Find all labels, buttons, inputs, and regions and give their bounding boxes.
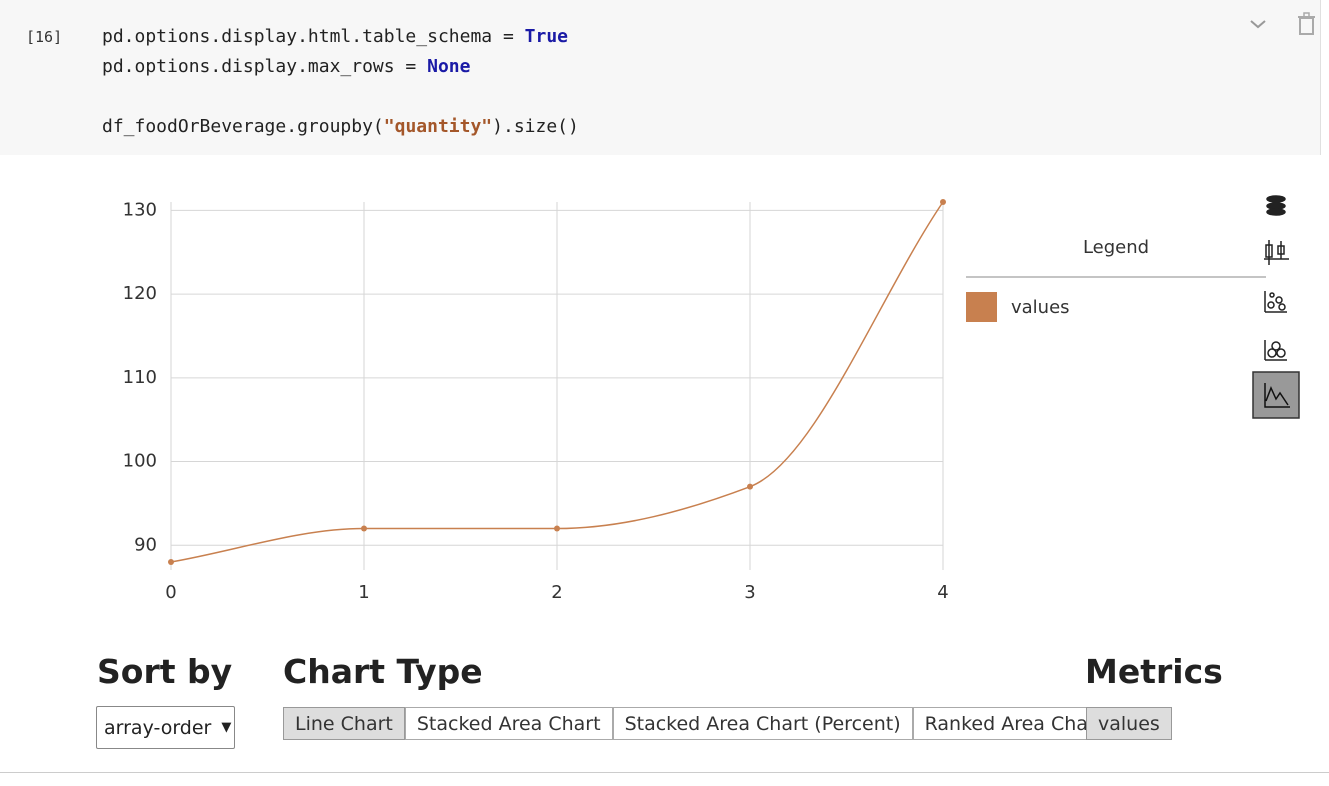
collapse-icon[interactable] <box>1248 14 1268 34</box>
x-tick-label: 4 <box>937 582 948 603</box>
sort-select[interactable]: array-order ▼ <box>96 706 235 749</box>
chart-type-button[interactable]: Stacked Area Chart (Percent) <box>612 707 913 740</box>
code-token: df_foodOrBeverage.groupby( <box>102 116 384 137</box>
legend-title: Legend <box>1083 237 1149 258</box>
boxplot-icon[interactable] <box>1264 240 1289 265</box>
bubble-icon[interactable] <box>1264 340 1287 361</box>
metric-buttons: values <box>1086 707 1172 740</box>
x-tick-label: 2 <box>551 582 562 603</box>
y-tick-label: 110 <box>123 367 157 388</box>
chart-type-button[interactable]: Line Chart <box>283 707 405 740</box>
y-tick-label: 120 <box>123 283 157 304</box>
x-tick-label: 3 <box>744 582 755 603</box>
code-token: ).size() <box>492 116 579 137</box>
code-token: "quantity" <box>383 116 493 137</box>
x-tick-label: 1 <box>358 582 369 603</box>
cell-prompt: [16] <box>26 28 63 46</box>
code-cell[interactable]: [16] pd.options.display.html.table_schem… <box>0 0 1321 155</box>
data-icon[interactable] <box>1266 195 1286 216</box>
code-token: True <box>524 26 568 47</box>
line <box>170 201 944 563</box>
x-tick-label: 0 <box>165 582 176 603</box>
point <box>747 483 753 490</box>
y-tick-label: 130 <box>123 199 157 220</box>
toolbar <box>1252 195 1300 419</box>
sort-label: Sort by <box>97 652 233 691</box>
chart-type-button[interactable]: Ranked Area Chart <box>912 707 1116 740</box>
code-line: pd.options.display.html.table_schema = T… <box>102 26 568 47</box>
chart-type-button[interactable]: Stacked Area Chart <box>404 707 613 740</box>
chart-type-buttons: Line Chart Stacked Area Chart Stacked Area… <box>283 707 1116 740</box>
code-line: df_foodOrBeverage.groupby("quantity").si… <box>102 116 579 137</box>
code-token: pd.options.display.html.table_schema = <box>102 26 525 47</box>
legend-label: values <box>1011 297 1070 318</box>
dropdown-arrow: ▼ <box>221 720 232 735</box>
metric-button[interactable]: values <box>1086 707 1172 740</box>
scatter-icon[interactable] <box>1264 291 1287 313</box>
line-chart-icon-selected[interactable] <box>1252 371 1300 419</box>
sort-value: array-order <box>104 716 212 739</box>
point <box>361 525 367 532</box>
chart-type-label: Chart Type <box>283 652 483 691</box>
y-tick-label: 100 <box>123 451 157 472</box>
point <box>554 525 560 532</box>
delete-icon[interactable] <box>1296 12 1318 36</box>
point <box>168 559 174 565</box>
code-token: pd.options.display.max_rows = <box>102 56 428 77</box>
legend-swatch <box>966 292 997 322</box>
code-line: pd.options.display.max_rows = None <box>102 56 470 77</box>
chart: Legend 90 100 110 120 130 0 1 2 3 4 values <box>123 195 1300 603</box>
cell-divider <box>0 772 1329 773</box>
code-token: None <box>427 56 471 77</box>
point <box>940 199 946 205</box>
metrics-label: Metrics <box>1085 652 1223 691</box>
y-tick-label: 90 <box>134 534 157 555</box>
